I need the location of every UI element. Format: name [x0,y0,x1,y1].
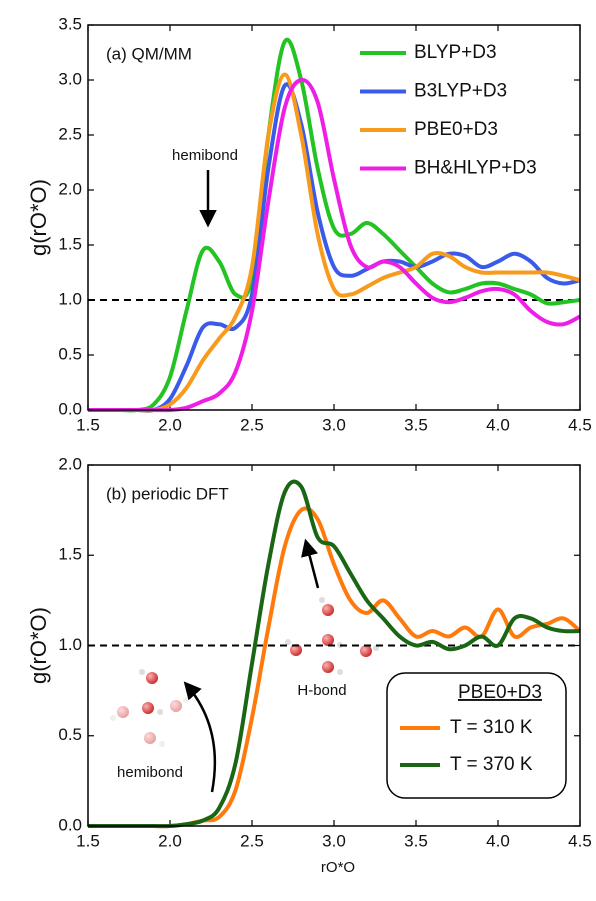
x-tick-label: 2.5 [240,415,264,434]
y-tick-label: 1.0 [58,635,82,654]
y-tick-label: 0.5 [58,725,82,744]
x-tick-label: 4.0 [486,415,510,434]
legend-label: B3LYP+D3 [414,81,507,102]
x-tick-label: 2.5 [240,831,264,850]
y-tick-label: 2.0 [58,179,82,198]
y-tick-label: 1.5 [58,545,82,564]
x-tick-label: 4.0 [486,831,510,850]
legend-label: T = 310 K [450,717,533,738]
data-line [88,37,581,413]
annotation: hemibond [117,764,183,781]
annotation-arrow [301,538,320,589]
data-line [88,77,581,413]
legend-label: PBE0+D3 [414,119,498,140]
x-tick-label: 2.0 [158,415,182,434]
annotation: hemibond [172,147,238,164]
y-tick-label: 2.5 [58,124,82,143]
x-axis-label: rO*O [321,859,355,876]
plot-frame [87,464,581,827]
y-tick-label: 0.0 [58,815,82,834]
legend-label: BH&HLYP+D3 [414,158,537,179]
y-tick-label: 0.5 [58,344,82,363]
x-tick-label: 3.0 [322,415,346,434]
legend-title: PBE0+D3 [458,682,542,703]
y-tick-label: 1.5 [58,234,82,253]
y-tick-label: 3.5 [58,14,82,33]
data-line [88,72,581,413]
x-tick-label: 2.0 [158,831,182,850]
annotation: H-bond [297,682,346,699]
y-tick-label: 3.0 [58,69,82,88]
data-line [88,82,581,413]
y-tick-label: 2.0 [58,454,82,473]
legend-label: T = 370 K [450,754,533,775]
x-tick-label: 4.5 [568,831,592,850]
y-tick-label: 1.0 [58,289,82,308]
legend-label: BLYP+D3 [414,42,497,63]
x-tick-label: 1.5 [76,831,100,850]
x-tick-label: 3.0 [322,831,346,850]
x-tick-label: 4.5 [568,415,592,434]
panel-title: (a) QM/MM [106,44,192,63]
panel-title: (b) periodic DFT [106,484,229,503]
plot-frame [87,24,581,411]
x-tick-label: 3.5 [404,831,428,850]
y-axis-label: g(rO*O) [26,607,51,684]
x-tick-label: 1.5 [76,415,100,434]
y-tick-label: 0.0 [58,399,82,418]
x-tick-label: 3.5 [404,415,428,434]
annotation-arrow [183,681,217,793]
y-axis-label: g(rO*O) [26,179,51,256]
